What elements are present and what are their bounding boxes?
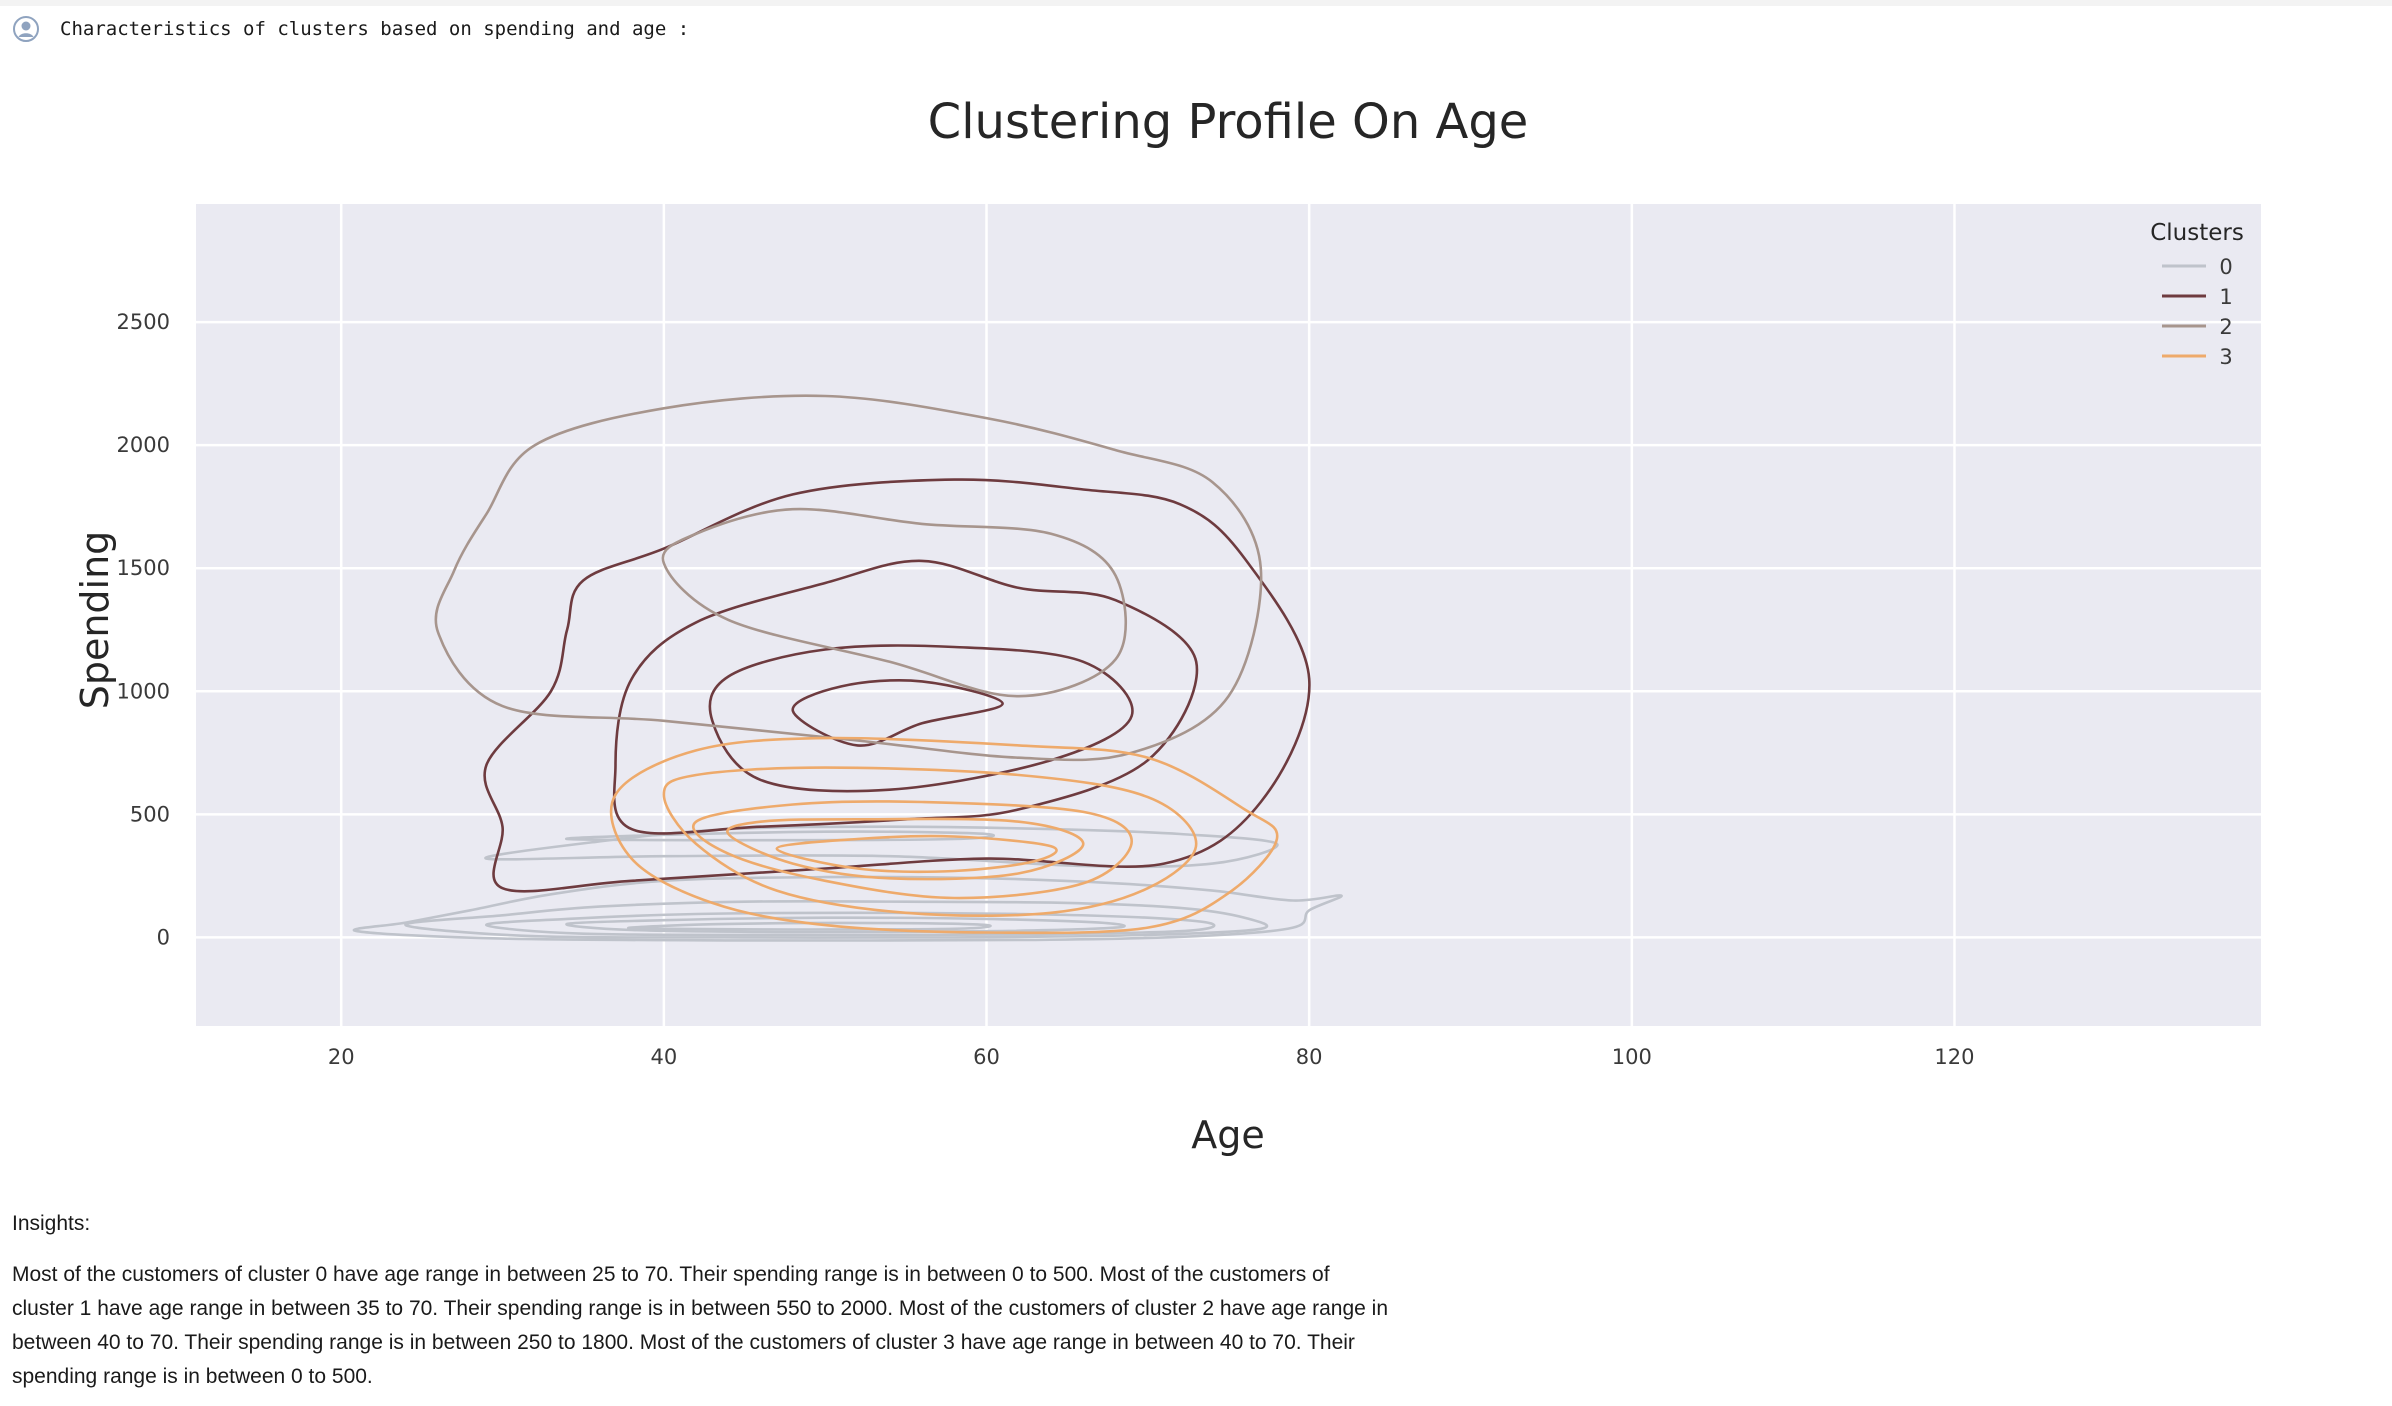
cluster-0-contour-4: [627, 921, 992, 931]
legend-label-3: 3: [2219, 345, 2232, 369]
y-tick-label: 2000: [117, 433, 170, 457]
cluster-3-contours: [609, 736, 1279, 935]
x-tick-label: 20: [328, 1045, 355, 1069]
x-tick-label: 100: [1612, 1045, 1652, 1069]
x-tick-label: 80: [1296, 1045, 1323, 1069]
y-tick-label: 1500: [117, 556, 170, 580]
cluster-1-contour-3: [791, 679, 1004, 747]
user-circle-icon: [13, 16, 39, 42]
cluster-3-contour-0: [609, 736, 1279, 935]
x-tick-label: 120: [1934, 1045, 1974, 1069]
legend-label-0: 0: [2219, 255, 2232, 279]
legend-label-1: 1: [2219, 285, 2232, 309]
y-tick-label: 500: [130, 802, 170, 826]
insights-section: Insights: Most of the customers of clust…: [12, 1212, 1392, 1394]
cluster-0-contour-2: [485, 911, 1216, 937]
cluster-3-contour-1: [662, 766, 1198, 918]
cell-prompt: Characteristics of clusters based on spe…: [60, 18, 690, 40]
insights-title: Insights:: [12, 1212, 91, 1235]
legend-title: Clusters: [2150, 220, 2244, 246]
cluster-3-contour-2: [692, 800, 1134, 900]
cluster-1-contour-0: [483, 478, 1311, 893]
y-tick-label: 2500: [117, 310, 170, 334]
x-tick-label: 60: [973, 1045, 1000, 1069]
x-tick-label: 40: [650, 1045, 677, 1069]
cluster-0-contour-0: [352, 875, 1343, 942]
chart-title: Clustering Profile On Age: [928, 94, 1529, 150]
cluster-2-contour-1: [661, 507, 1127, 698]
plot-area: [196, 204, 2261, 1026]
insights-text: Most of the customers of cluster 0 have …: [12, 1263, 1388, 1388]
y-tick-label: 1000: [117, 679, 170, 703]
y-axis-label: Spending: [73, 531, 117, 710]
cluster-3-contour-4: [775, 834, 1058, 874]
legend-label-2: 2: [2219, 315, 2232, 339]
cell-header: Characteristics of clusters based on spe…: [12, 14, 689, 44]
legend: Clusters 0 1 2 3: [2150, 220, 2244, 369]
cluster-1-contour-2: [708, 644, 1134, 793]
x-axis-label: Age: [1191, 1113, 1265, 1157]
cluster-0-contour-3: [565, 916, 1126, 934]
cluster-2-contours: [434, 394, 1263, 762]
top-bar: [0, 0, 2392, 6]
cluster-2-contour-0: [434, 394, 1263, 762]
cluster-3-contour-3: [726, 817, 1085, 881]
y-tick-label: 0: [157, 925, 170, 949]
cluster-0-contour-1: [404, 899, 1269, 939]
